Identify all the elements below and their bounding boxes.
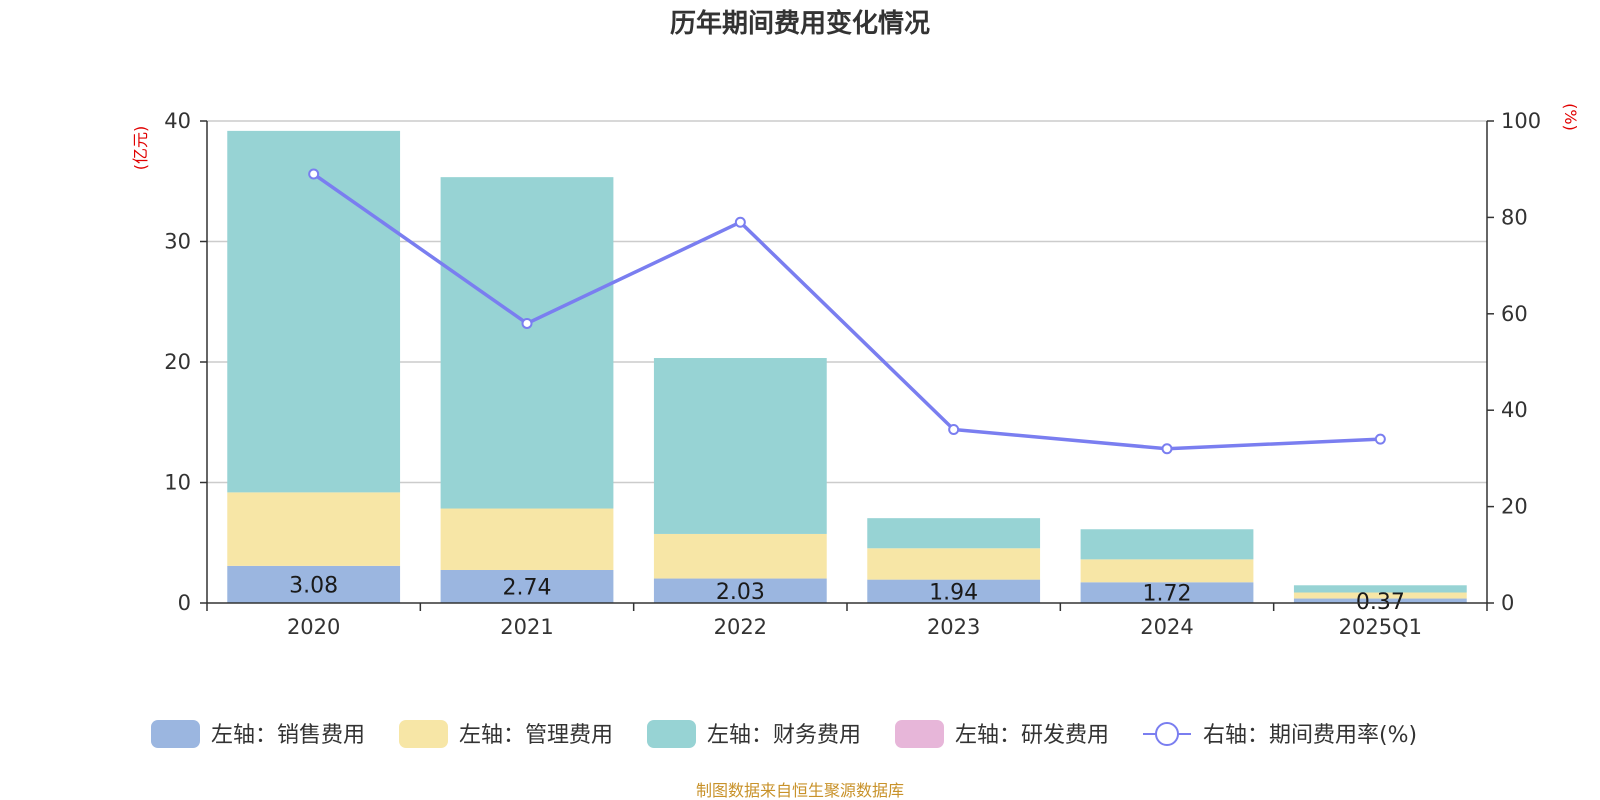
axes: 0 10 20 30 40 0 20 40 60 80 100 2020 2021 2022 2023 202…: [164, 109, 1541, 639]
x-axis-tick-label: 2025Q1: [1339, 615, 1422, 639]
rate-line-point: [521, 317, 533, 329]
right-axis-tick-label: 100: [1501, 109, 1541, 133]
bar-segment: [653, 533, 827, 579]
bar-segment: [227, 492, 401, 566]
bar-data-label: 1.94: [929, 580, 978, 605]
legend-label: 左轴：管理费用: [459, 723, 613, 748]
rate-line-point: [1161, 443, 1173, 455]
legend-label: 左轴：财务费用: [707, 723, 861, 748]
legend-marker-swatch: [1155, 722, 1179, 746]
bar-segment: [227, 565, 401, 603]
legend-label: 右轴：期间费用率(%): [1203, 723, 1417, 748]
bar-segment: [867, 518, 1041, 549]
left-axis-tick-label: 0: [178, 591, 191, 615]
bar-segment: [1293, 585, 1467, 593]
legend: 左轴：销售费用 左轴：管理费用 左轴：财务费用 左轴：研发费用 右轴：期间费用率(%): [151, 720, 1417, 748]
bar-segment: [227, 130, 401, 493]
left-axis-tick-label: 30: [164, 230, 191, 254]
bar-segment: [1293, 592, 1467, 599]
legend-label: 左轴：销售费用: [211, 723, 365, 748]
bar-segment: [440, 569, 614, 603]
bar-segment: [653, 358, 827, 534]
bars: 3.08 2.74 2.03 1.94 1.72 0.37: [227, 130, 1467, 615]
bar-segment: [867, 579, 1041, 603]
left-axis-tick-label: 10: [164, 471, 191, 495]
x-axis-tick-label: 2023: [927, 615, 980, 639]
chart-title: 历年期间费用变化情况: [670, 8, 930, 39]
legend-swatch: [151, 720, 200, 748]
right-axis-tick-label: 80: [1501, 205, 1528, 229]
bar-segment: [867, 548, 1041, 580]
bar-data-label: 2.03: [716, 580, 765, 605]
legend-swatch: [399, 720, 448, 748]
left-axis-unit: (亿元): [131, 126, 150, 171]
bar-segment: [1293, 598, 1467, 603]
right-axis-tick-label: 20: [1501, 495, 1528, 519]
bar-segment: [653, 578, 827, 603]
x-axis-tick-label: 2024: [1140, 615, 1193, 639]
right-axis-tick-label: 40: [1501, 398, 1528, 422]
x-axis-tick-label: 2021: [500, 615, 553, 639]
bar-segment: [1080, 582, 1254, 603]
right-axis-tick-label: 60: [1501, 302, 1528, 326]
left-axis-tick-label: 20: [164, 350, 191, 374]
legend-swatch: [895, 720, 944, 748]
right-axis-unit: (%): [1561, 103, 1580, 131]
x-axis-tick-label: 2020: [287, 615, 340, 639]
bar-segment: [1080, 529, 1254, 560]
rate-line-point: [1374, 433, 1386, 445]
grid-lines: [207, 120, 1487, 484]
rate-line-point: [734, 216, 746, 228]
rate-line: [308, 168, 1386, 455]
rate-line-path: [312, 172, 1381, 451]
bar-segment: [1080, 559, 1254, 583]
bar-segment: [440, 177, 614, 509]
rate-line-point: [308, 168, 320, 180]
data-source-note: 制图数据来自恒生聚源数据库: [696, 781, 904, 800]
x-axis-tick-label: 2022: [714, 615, 767, 639]
bar-data-label: 3.08: [289, 573, 338, 598]
bar-segment: [440, 508, 614, 570]
legend-label: 左轴：研发费用: [955, 723, 1109, 748]
bar-data-label: 2.74: [503, 575, 552, 600]
rate-line-point: [948, 423, 960, 435]
right-axis-tick-label: 0: [1501, 591, 1514, 615]
legend-swatch: [647, 720, 696, 748]
left-axis-tick-label: 40: [164, 109, 191, 133]
